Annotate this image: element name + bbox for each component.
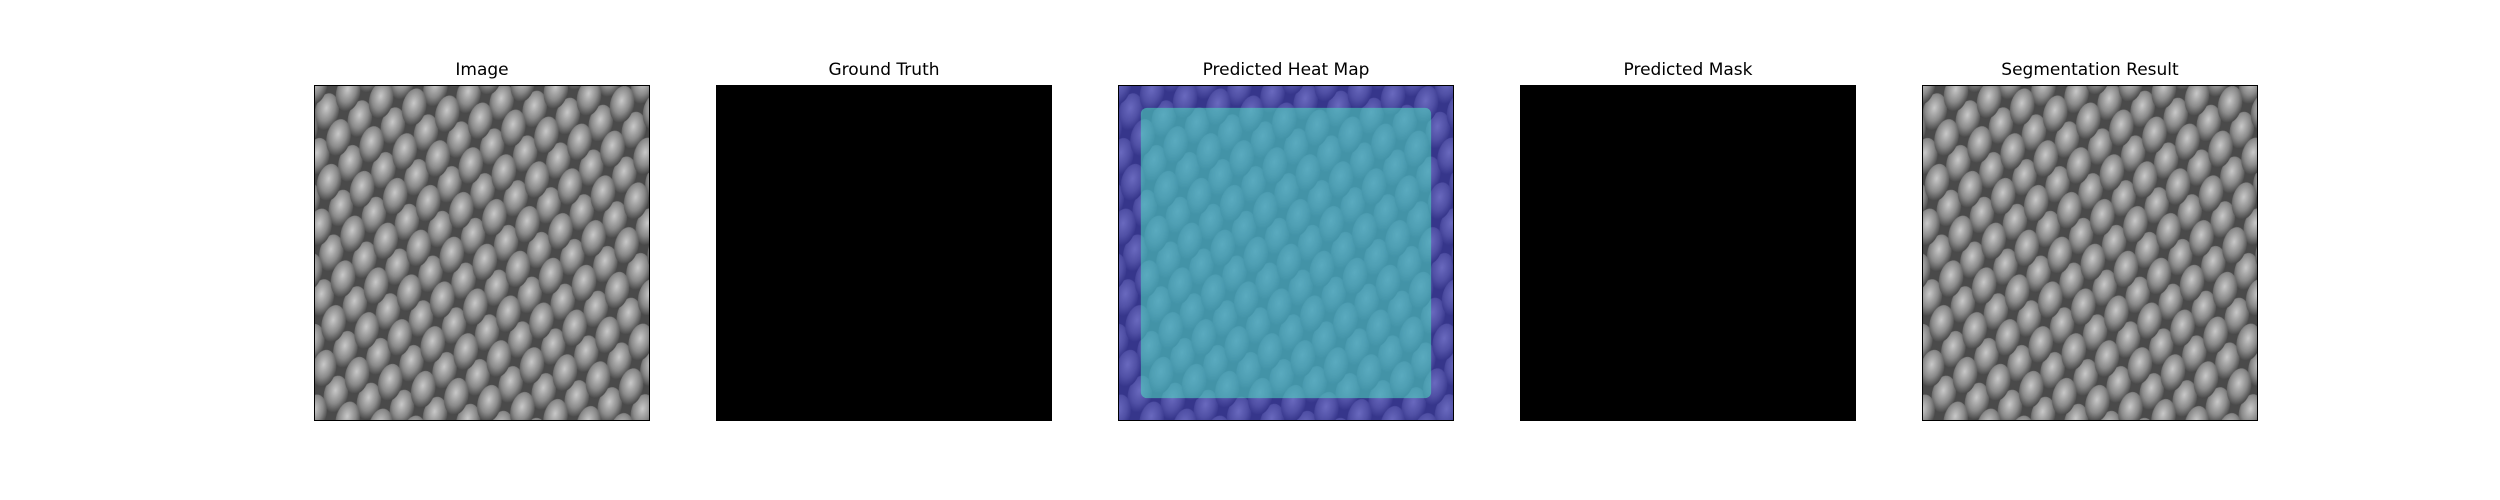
ground-truth-mask [716, 85, 1052, 421]
heat-map-image [1118, 85, 1454, 421]
panel-title-image: Image [455, 60, 509, 80]
panel-title-heat-map: Predicted Heat Map [1202, 60, 1370, 80]
panel-title-ground-truth: Ground Truth [828, 60, 940, 80]
segmentation-result-image [1922, 85, 2258, 421]
panel-title-predicted-mask: Predicted Mask [1623, 60, 1753, 80]
panel-title-segmentation-result: Segmentation Result [2001, 60, 2179, 80]
input-image [314, 85, 650, 421]
predicted-mask [1520, 85, 1856, 421]
